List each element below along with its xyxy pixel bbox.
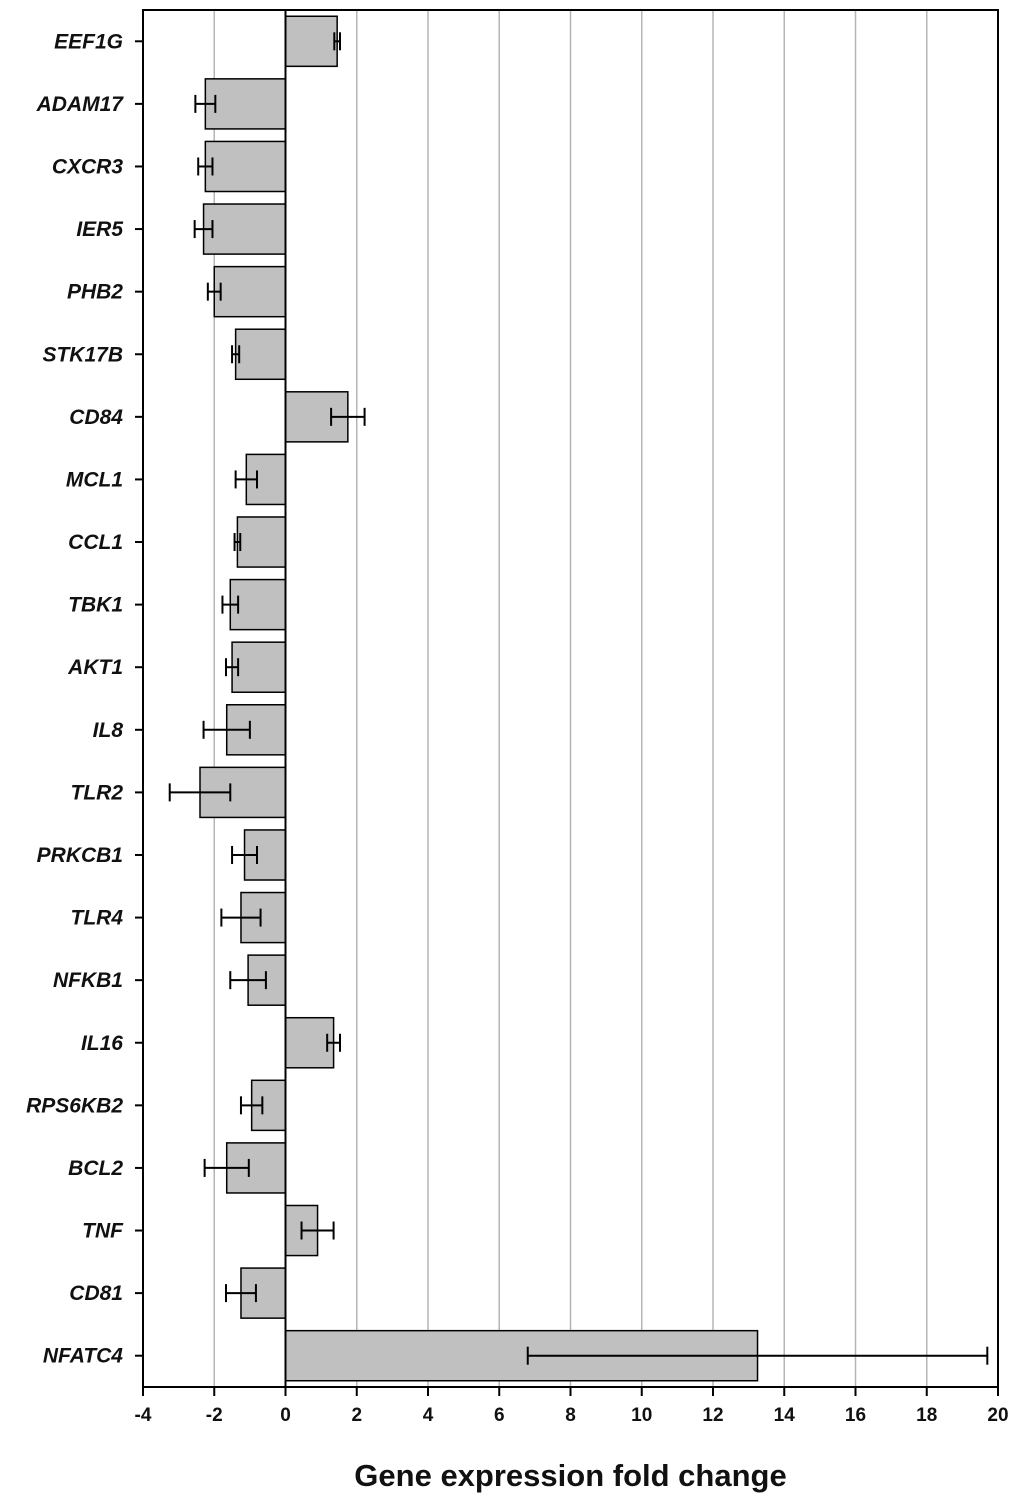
error-bar-il16 — [326, 1033, 342, 1052]
category-label-akt1: AKT1 — [67, 656, 123, 679]
x-tick-label-2: 0 — [280, 1405, 291, 1426]
category-label-rps6kb2: RPS6KB2 — [26, 1094, 123, 1117]
bar-phb2 — [213, 265, 287, 318]
error-bar-tlr4 — [220, 908, 262, 927]
error-bars — [168, 32, 989, 1365]
error-bar-bcl2 — [203, 1158, 250, 1177]
error-bar-cd81 — [225, 1284, 257, 1303]
category-label-phb2: PHB2 — [67, 281, 123, 304]
x-tick-label-11: 18 — [916, 1405, 937, 1426]
error-bar-nfatc4 — [526, 1346, 989, 1365]
x-axis-title: Gene expression fold change — [354, 1458, 786, 1493]
category-label-ier5: IER5 — [76, 218, 123, 241]
error-bar-prkcb1 — [231, 845, 258, 864]
error-bar-stk17b — [231, 345, 241, 364]
error-bar-phb2 — [206, 282, 222, 301]
error-bar-nfkb1 — [229, 971, 267, 990]
bar-eef1g — [284, 15, 338, 68]
x-tick-label-12: 20 — [987, 1405, 1008, 1426]
category-label-stk17b: STK17B — [42, 343, 123, 366]
category-label-prkcb1: PRKCB1 — [37, 844, 123, 867]
category-label-tbk1: TBK1 — [68, 594, 123, 617]
bar-stk17b — [234, 328, 287, 381]
x-tick-label-9: 14 — [774, 1405, 796, 1426]
category-label-eef1g: EEF1G — [54, 30, 123, 53]
category-label-il16: IL16 — [81, 1032, 123, 1055]
error-bar-eef1g — [333, 32, 342, 51]
category-label-cd81: CD81 — [69, 1282, 123, 1305]
error-bar-ccl1 — [233, 533, 242, 552]
error-bar-tbk1 — [221, 595, 240, 614]
error-bar-tlr2 — [168, 783, 232, 802]
category-label-tlr2: TLR2 — [71, 781, 124, 804]
error-bar-adam17 — [194, 94, 217, 113]
x-tick-label-4: 4 — [423, 1405, 434, 1426]
x-tick-label-3: 2 — [351, 1405, 362, 1426]
bar-il16 — [284, 1016, 335, 1069]
category-label-tnf: TNF — [82, 1220, 124, 1243]
x-axis-ticks: -4 -2 0 2 4 6 8 10 12 14 16 18 20 — [135, 1387, 1009, 1426]
x-tick-label-8: 12 — [702, 1405, 723, 1426]
bar-ccl1 — [236, 516, 287, 568]
category-label-nfatc4: NFATC4 — [43, 1345, 123, 1368]
bars — [199, 15, 759, 1382]
error-bar-rps6kb2 — [239, 1096, 264, 1115]
category-label-mcl1: MCL1 — [66, 468, 123, 491]
bar-cxcr3 — [204, 140, 287, 193]
y-axis-ticks: EEF1G ADAM17 CXCR3 IER5 PHB2 STK17B CD84 MCL1 CC… — [26, 30, 143, 1368]
bar-ier5 — [202, 203, 287, 255]
x-tick-label-1: -2 — [206, 1405, 223, 1426]
error-bar-tnf — [300, 1221, 335, 1240]
category-label-il8: IL8 — [93, 719, 124, 742]
x-tick-label-0: -4 — [135, 1405, 152, 1426]
grid-lines — [213, 10, 928, 1387]
category-label-cd84: CD84 — [69, 406, 123, 429]
category-label-nfkb1: NFKB1 — [53, 969, 123, 992]
error-bar-il8 — [202, 720, 251, 739]
category-label-tlr4: TLR4 — [71, 907, 124, 930]
x-tick-label-7: 10 — [631, 1405, 652, 1426]
error-bar-mcl1 — [234, 470, 258, 489]
error-bar-ier5 — [193, 220, 214, 239]
error-bar-akt1 — [225, 658, 240, 677]
error-bar-cd84 — [330, 407, 366, 426]
category-label-bcl2: BCL2 — [68, 1157, 123, 1180]
bar-akt1 — [231, 641, 287, 693]
x-tick-label-6: 8 — [565, 1405, 576, 1426]
category-label-ccl1: CCL1 — [68, 531, 123, 554]
x-tick-label-5: 6 — [494, 1405, 505, 1426]
error-bar-cxcr3 — [197, 157, 214, 176]
category-label-cxcr3: CXCR3 — [52, 155, 124, 178]
bar-adam17 — [204, 78, 287, 130]
x-tick-label-10: 16 — [845, 1405, 866, 1426]
category-label-adam17: ADAM17 — [36, 93, 125, 116]
